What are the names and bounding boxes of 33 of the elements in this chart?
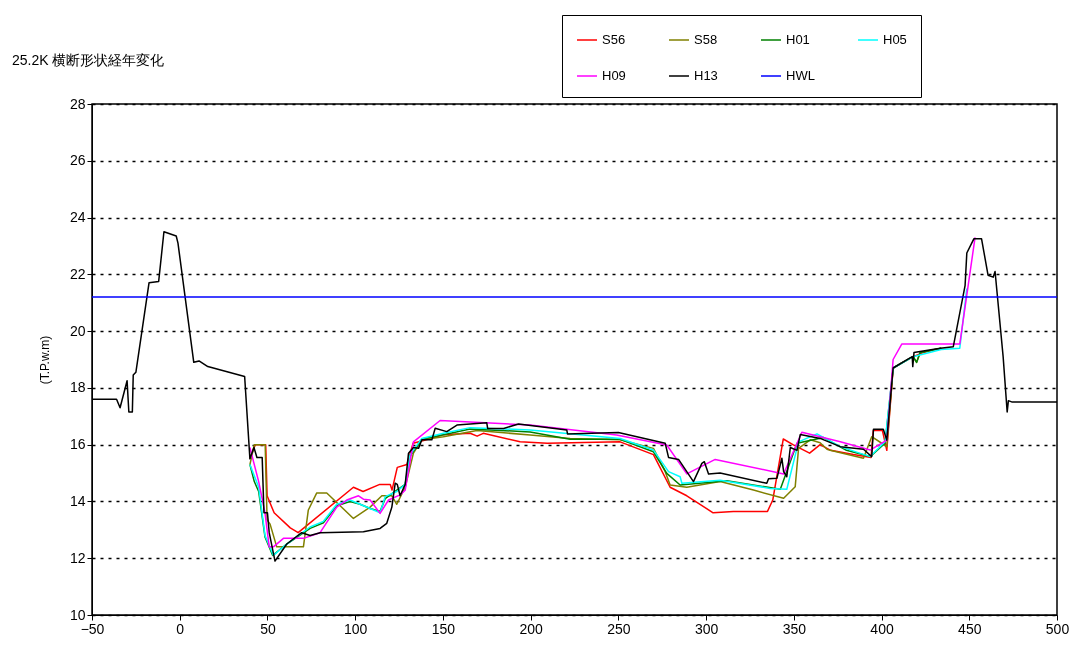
legend-label: S58 [694, 32, 718, 47]
y-tick-label: 10 [69, 606, 86, 623]
y-axis-title: (T.P.w.m) [37, 335, 52, 385]
y-tick-label: 26 [69, 152, 86, 169]
legend-label: H01 [786, 32, 810, 47]
legend-label: H13 [694, 68, 718, 83]
x-tick-label: 400 [870, 620, 894, 637]
x-tick-label: 150 [431, 620, 456, 637]
y-tick-label: 12 [69, 549, 86, 566]
legend-label: HWL [786, 68, 815, 83]
y-tick-label: 24 [69, 209, 86, 226]
x-tick-label: −50 [80, 620, 105, 637]
legend-label: H09 [602, 68, 626, 83]
x-tick-label: 300 [694, 620, 719, 637]
y-tick-label: 16 [69, 436, 86, 453]
x-tick-label: 0 [176, 620, 185, 637]
y-tick-label: 18 [69, 379, 86, 396]
y-tick-label: 20 [69, 322, 86, 339]
y-tick-label: 14 [69, 492, 86, 509]
x-tick-label: 250 [607, 620, 631, 637]
x-tick-label: 100 [344, 620, 368, 637]
x-tick-label: 350 [782, 620, 807, 637]
legend-label: S56 [602, 32, 626, 47]
x-tick-label: 200 [519, 620, 544, 637]
y-tick-label: 22 [69, 265, 86, 282]
x-tick-label: 450 [958, 620, 982, 637]
x-tick-label: 50 [260, 620, 276, 637]
chart-title: 25.2K 横断形状経年変化 [12, 52, 165, 68]
legend-label: H05 [883, 32, 907, 47]
y-tick-label: 28 [69, 95, 86, 112]
x-tick-label: 500 [1045, 620, 1070, 637]
line-series [249, 236, 976, 548]
line-series [249, 287, 968, 557]
